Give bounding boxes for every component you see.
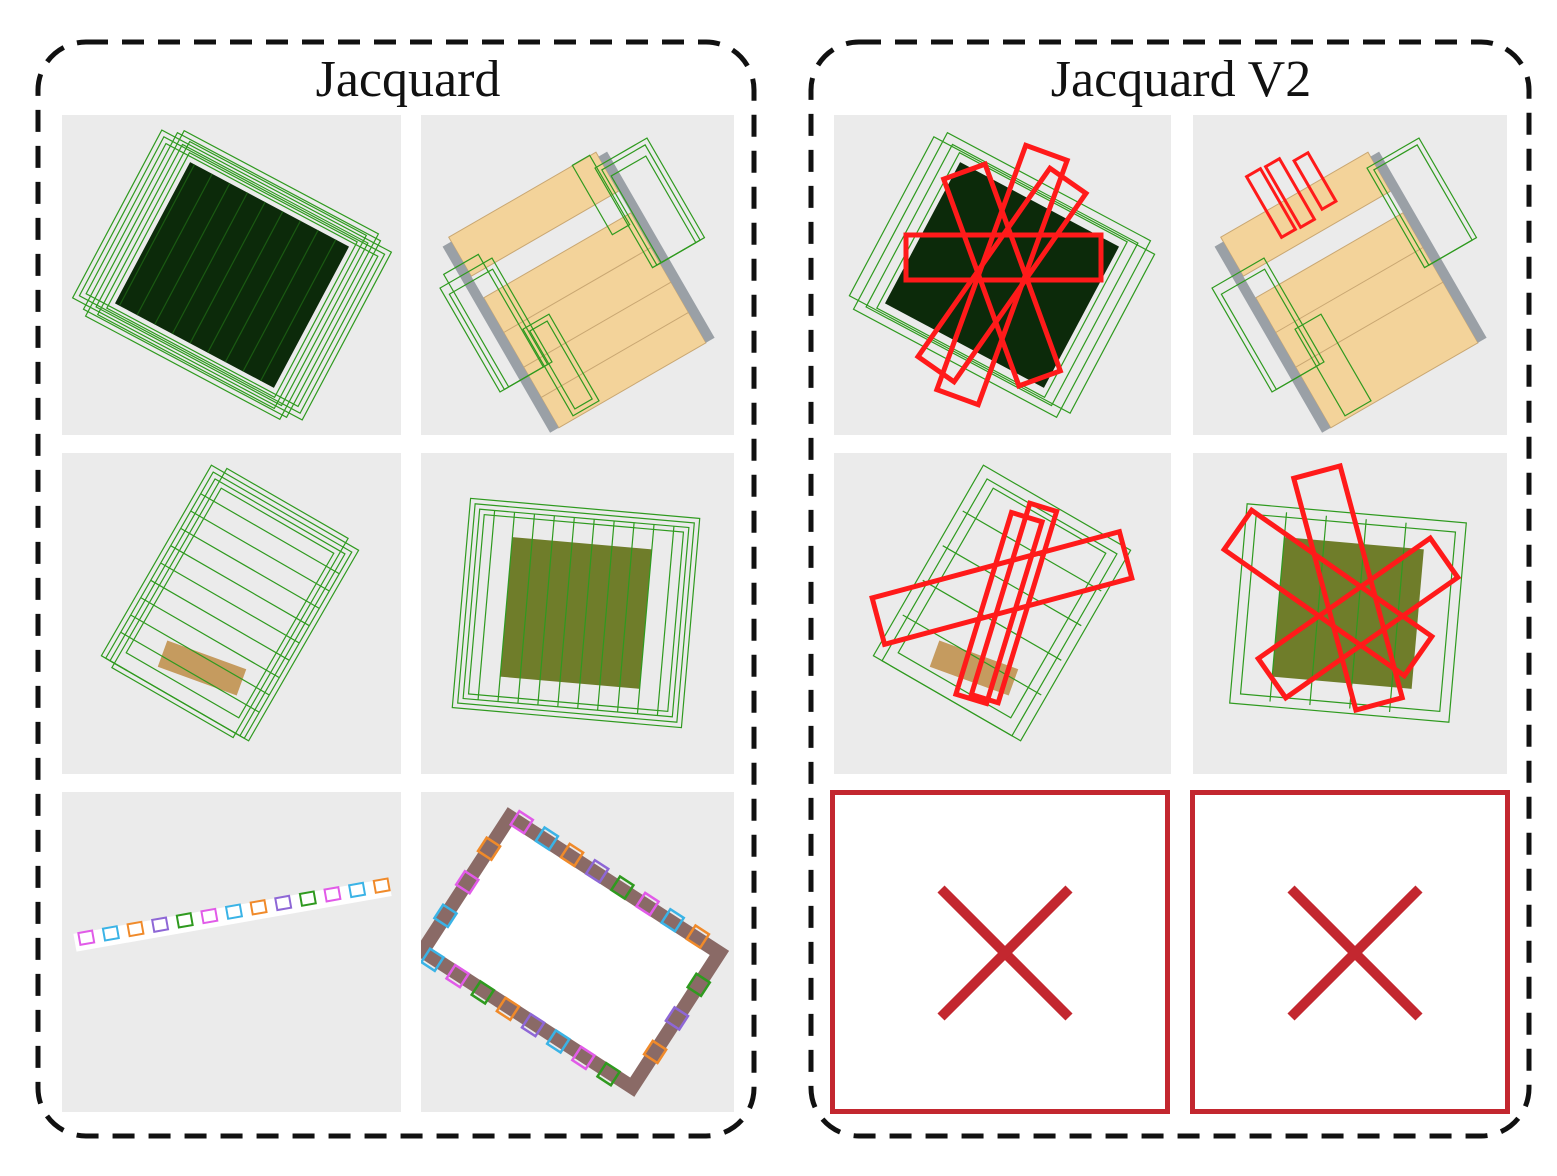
box-object bbox=[500, 537, 652, 689]
tile-jacquard-long-rod bbox=[62, 792, 401, 1112]
multicolor-grasp-annotations bbox=[421, 809, 712, 1087]
right-panel-frame bbox=[808, 39, 1532, 1139]
tile-jacquard-v2-box bbox=[1193, 453, 1507, 774]
tile-jacquard-v2-small-block bbox=[834, 453, 1171, 774]
green-grasp-annotations bbox=[71, 129, 393, 421]
chair-object bbox=[442, 151, 715, 433]
rectangular-frame-object bbox=[421, 807, 730, 1097]
green-grasp-annotations bbox=[872, 464, 1132, 742]
red-grasp-annotations bbox=[903, 142, 1104, 408]
multicolor-grasp-annotations bbox=[77, 877, 391, 946]
small-block-object bbox=[929, 640, 1019, 696]
green-grasp-annotations bbox=[451, 497, 701, 729]
green-grasp-annotations bbox=[100, 464, 360, 742]
green-grasp-annotations bbox=[439, 137, 706, 417]
tile-jacquard-v2-dark-box bbox=[834, 115, 1171, 435]
left-panel-title: Jacquard bbox=[315, 51, 501, 108]
tile-jacquard-small-block bbox=[62, 453, 401, 774]
left-panel-frame bbox=[35, 39, 757, 1139]
red-grasp-annotations bbox=[1244, 150, 1338, 240]
tile-jacquard-chair bbox=[421, 115, 734, 435]
red-grasp-annotations bbox=[1220, 462, 1462, 714]
tile-jacquard-dark-box bbox=[62, 115, 401, 435]
tile-jacquard-box bbox=[421, 453, 734, 774]
chair-object bbox=[1214, 151, 1487, 433]
missing-sample-rod bbox=[830, 790, 1170, 1114]
red-grasp-annotations bbox=[869, 500, 1135, 707]
missing-x-icon bbox=[1287, 885, 1423, 1021]
box-object bbox=[1272, 537, 1424, 689]
green-grasp-annotations bbox=[848, 131, 1156, 419]
green-grasp-annotations bbox=[1211, 137, 1478, 417]
small-block-object bbox=[157, 640, 247, 696]
tile-jacquard-frame bbox=[421, 792, 734, 1112]
right-panel-title: Jacquard V2 bbox=[1050, 51, 1312, 108]
dark-box-object bbox=[884, 162, 1120, 388]
long-rod-object bbox=[73, 878, 392, 952]
missing-sample-frame bbox=[1190, 790, 1510, 1114]
tile-jacquard-v2-chair bbox=[1193, 115, 1507, 435]
missing-x-icon bbox=[937, 885, 1073, 1021]
